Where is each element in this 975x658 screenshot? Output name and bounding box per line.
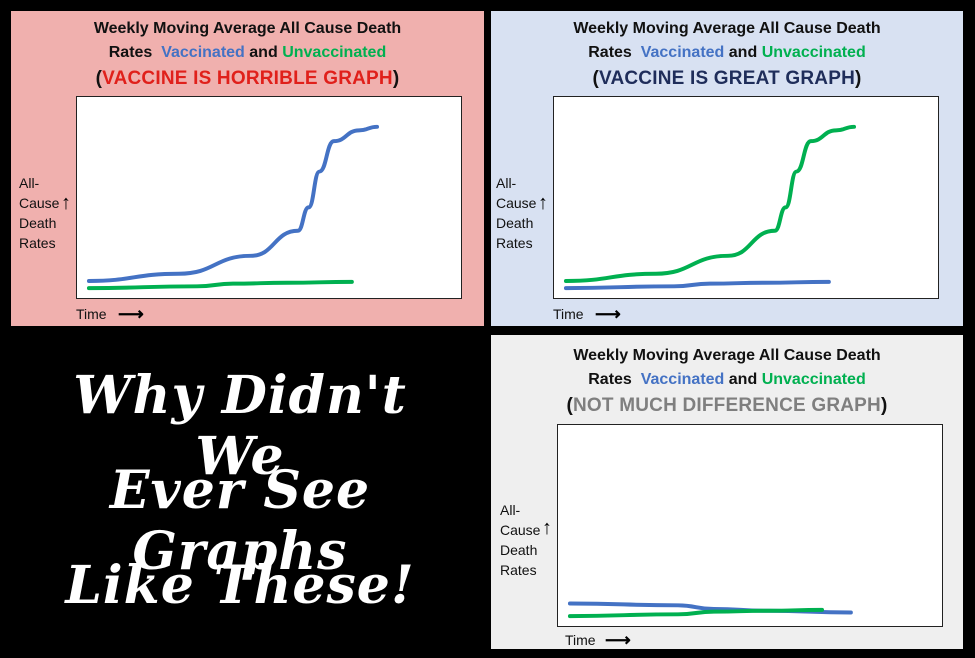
right-arrow-icon: ⟶ — [595, 304, 621, 324]
caption-line-1: Why Didn't We — [73, 365, 407, 487]
caption-line-3: Like These! — [65, 555, 415, 616]
series-line-vaccinated — [563, 279, 831, 291]
series-line-unvaccinated — [86, 279, 354, 291]
right-arrow-icon: ⟶ — [605, 630, 631, 650]
chart-title-line2: Rates Vaccinated and Unvaccinated — [588, 371, 866, 388]
y-axis-label: All- Cause Death Rates — [496, 175, 537, 251]
caption-line-2: Ever See Graphs — [109, 460, 371, 582]
chart-title-line2: Rates Vaccinated and Unvaccinated — [588, 44, 866, 61]
chart-panel-horrible: Weekly Moving Average All Cause Death Ra… — [11, 11, 484, 326]
chart-panel-great: Weekly Moving Average All Cause Death Ra… — [491, 11, 963, 326]
x-axis-label: Time — [553, 306, 584, 322]
plot-area — [76, 96, 462, 299]
chart-subtitle: (VACCINE IS HORRIBLE GRAPH) — [95, 68, 400, 89]
chart-title-line2: Rates Vaccinated and Unvaccinated — [108, 44, 387, 61]
chart-subtitle: (VACCINE IS GREAT GRAPH) — [592, 68, 862, 89]
up-arrow-icon: ↑ — [538, 192, 548, 214]
legend-vaccinated: Vaccinated — [161, 44, 245, 61]
legend-vaccinated: Vaccinated — [640, 371, 725, 388]
chart-panel-no-difference: Weekly Moving Average All Cause Death Ra… — [491, 335, 963, 649]
plot-area — [553, 96, 939, 299]
legend-unvaccinated: Unvaccinated — [761, 371, 866, 388]
y-axis-label: All- Cause Death Rates — [500, 502, 541, 578]
legend-unvaccinated: Unvaccinated — [282, 44, 387, 61]
legend-vaccinated: Vaccinated — [640, 44, 725, 61]
chart-title-line1: Weekly Moving Average All Cause Death — [573, 347, 881, 364]
up-arrow-icon: ↑ — [542, 517, 552, 539]
x-axis-label: Time — [565, 632, 596, 648]
right-arrow-icon: ⟶ — [118, 304, 144, 324]
up-arrow-icon: ↑ — [61, 192, 71, 214]
plot-area — [557, 424, 943, 627]
chart-title-line1: Weekly Moving Average All Cause Death — [573, 20, 881, 37]
series-line-unvaccinated — [567, 607, 825, 619]
legend-unvaccinated: Unvaccinated — [761, 44, 866, 61]
chart-title-line1: Weekly Moving Average All Cause Death — [93, 20, 402, 37]
series-line-vaccinated — [86, 124, 380, 283]
x-axis-label: Time — [76, 306, 107, 322]
chart-subtitle: (NOT MUCH DIFFERENCE GRAPH) — [566, 395, 888, 416]
series-line-unvaccinated — [563, 124, 857, 283]
y-axis-label: All- Cause Death Rates — [19, 175, 60, 251]
